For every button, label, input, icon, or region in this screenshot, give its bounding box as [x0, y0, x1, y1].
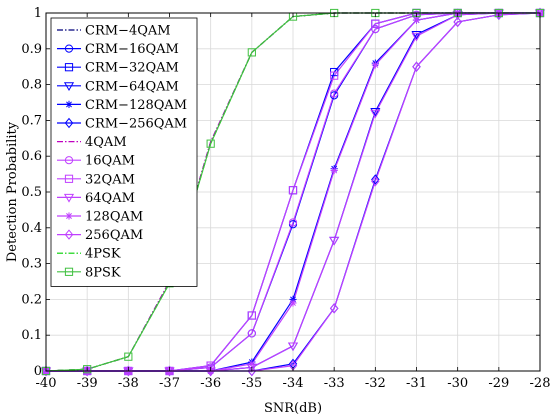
data-point: [287, 342, 299, 352]
y-axis-label: Detection Probability: [5, 121, 20, 262]
x-tick-label: -29: [488, 376, 509, 391]
x-tick-label: -35: [241, 376, 262, 391]
data-point: [371, 25, 380, 34]
x-tick-label: -36: [200, 376, 221, 391]
data-point: [124, 365, 133, 377]
data-point: [83, 365, 92, 374]
data-point: [206, 139, 215, 148]
y-tick-label: 0.1: [21, 328, 42, 343]
legend-label: 128QAM: [85, 210, 143, 225]
x-tick-label: -28: [530, 376, 550, 391]
y-tick-label: 0: [34, 364, 42, 379]
data-point: [370, 107, 381, 117]
legend-label: CRM−256QAM: [85, 117, 187, 132]
legend-box: [50, 17, 198, 287]
data-point: [247, 48, 256, 57]
axis-ticks: -40 -39 -38 -37 -36 -35 -34 -33 -32 -31 -30 -29 -28 0…: [21, 6, 550, 391]
data-point: [371, 176, 380, 187]
x-tick-label: -40: [36, 376, 57, 391]
data-point: [371, 61, 379, 69]
legend-label: 4PSK: [85, 247, 121, 262]
data-point: [411, 32, 422, 42]
data-point: [289, 299, 297, 307]
legend-marker: [63, 82, 75, 91]
x-tick-label: -39: [77, 376, 98, 391]
legend-marker: [64, 117, 74, 129]
data-point: [412, 16, 421, 24]
data-point: [330, 89, 339, 98]
legend-label: CRM−16QAM: [85, 42, 179, 57]
legend-marker: [64, 267, 74, 276]
data-point: [453, 16, 462, 28]
x-tick-label: -34: [283, 376, 304, 391]
y-tick-label: 0.6: [21, 149, 42, 164]
data-point: [411, 30, 422, 40]
data-point: [247, 329, 256, 338]
y-tick-label: 1: [34, 6, 42, 21]
data-point: [330, 71, 339, 80]
data-point: [371, 19, 380, 28]
data-point: [82, 365, 92, 377]
y-tick-label: 0.2: [21, 292, 42, 307]
data-point: [248, 360, 256, 368]
y-tick-label: 0.4: [21, 221, 42, 236]
x-axis-label: SNR(dB): [264, 401, 322, 416]
legend-label: 8PSK: [85, 265, 121, 280]
legend-marker: [65, 212, 73, 220]
data-point: [288, 186, 298, 195]
legend-label: 16QAM: [85, 154, 135, 169]
data-point: [247, 311, 256, 320]
legend-marker: [65, 100, 73, 108]
data-point: [206, 365, 215, 377]
legend-label: CRM−64QAM: [85, 79, 179, 94]
data-point: [412, 61, 421, 72]
legend-marker: [64, 44, 74, 53]
data-point: [370, 109, 381, 119]
legend: CRM−4QAM CRM−16QAM CRM−32QAM CRM−64QAM CRM−1…: [50, 17, 198, 287]
data-point: [288, 218, 298, 227]
legend-label: CRM−32QAM: [85, 61, 179, 76]
data-point: [124, 352, 133, 361]
legend-label: 64QAM: [85, 191, 135, 206]
x-tick-label: -38: [118, 376, 139, 391]
data-point: [329, 303, 339, 314]
data-point: [165, 365, 174, 377]
legend-label: CRM−128QAM: [85, 98, 187, 113]
x-tick-label: -30: [447, 376, 468, 391]
x-tick-label: -37: [159, 376, 180, 391]
data-point: [247, 365, 257, 377]
x-tick-label: -31: [406, 376, 427, 391]
x-tick-label: -33: [324, 376, 345, 391]
y-tick-label: 0.5: [21, 185, 42, 200]
legend-marker: [64, 156, 74, 165]
legend-label: CRM−4QAM: [85, 24, 171, 39]
data-point: [329, 236, 340, 246]
x-tick-label: -32: [365, 376, 386, 391]
y-tick-label: 0.7: [21, 113, 42, 128]
legend-label: 32QAM: [85, 172, 135, 187]
legend-label: 4QAM: [85, 135, 127, 150]
data-point: [330, 166, 338, 175]
legend-marker: [63, 193, 75, 203]
legend-marker: [64, 229, 74, 240]
legend-marker: [64, 174, 74, 183]
data-point: [371, 174, 380, 185]
y-tick-label: 0.3: [21, 257, 42, 272]
y-tick-label: 0.9: [21, 42, 42, 57]
data-point: [41, 365, 51, 377]
legend-label: 256QAM: [85, 228, 143, 243]
legend-marker: [64, 63, 74, 72]
y-tick-label: 0.8: [21, 78, 42, 93]
